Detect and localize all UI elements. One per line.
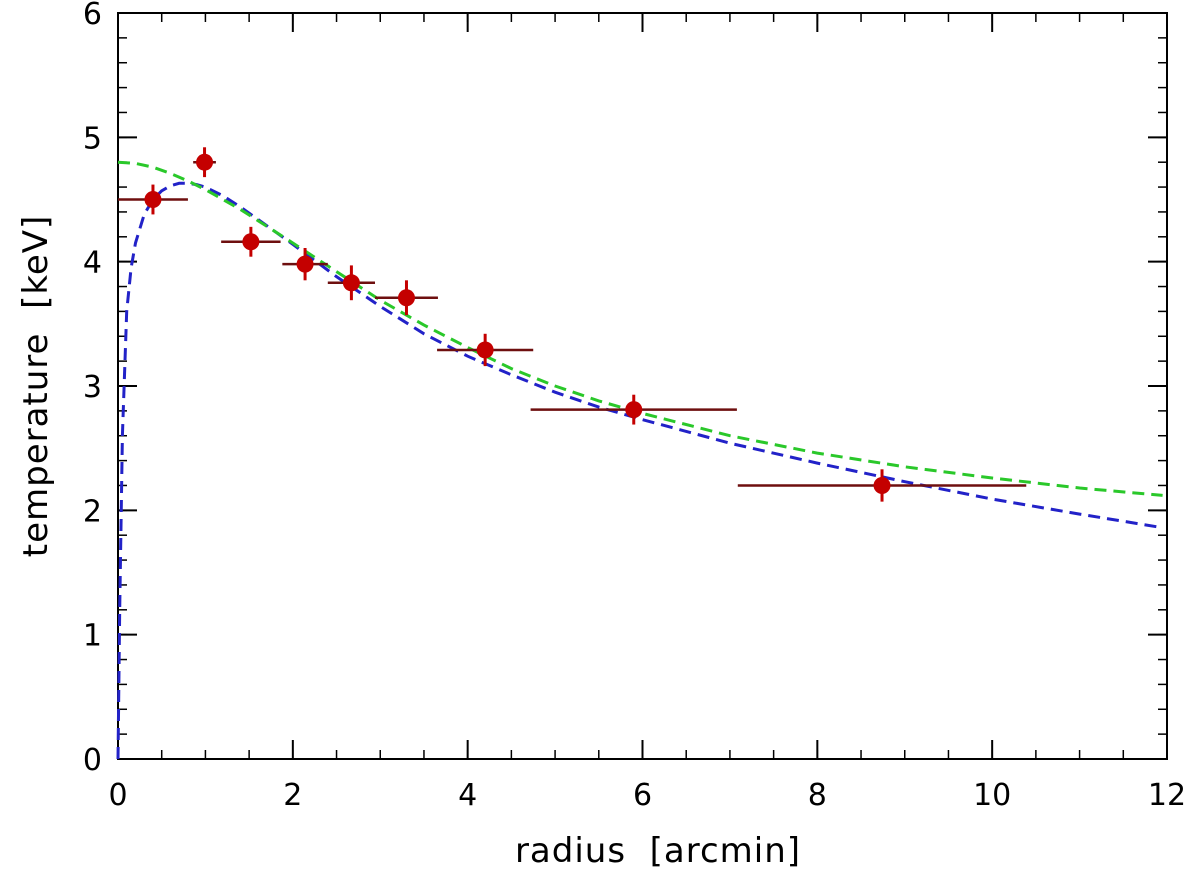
data-point	[144, 191, 162, 208]
model-curve-2	[117, 160, 1163, 497]
x-tick-label: 10	[973, 778, 1011, 813]
y-tick-label: 5	[83, 121, 102, 156]
minor-ticks	[117, 12, 1168, 760]
data-point	[296, 255, 314, 273]
x-tick-labels: 0 2 4 6 8 10 12	[108, 778, 1186, 813]
y-tick-label: 1	[83, 619, 102, 654]
y-tick-label: 4	[83, 246, 102, 281]
x-tick-label: 8	[808, 778, 827, 813]
x-tick-label: 0	[108, 778, 127, 813]
y-tick-label: 2	[83, 494, 102, 529]
y-tick-label: 0	[83, 743, 102, 778]
x-tick-label: 6	[633, 778, 652, 813]
x-tick-label: 4	[458, 778, 477, 813]
major-ticks	[117, 12, 1168, 760]
data-point	[196, 153, 214, 171]
x-tick-label: 2	[283, 778, 302, 813]
y-axis-label: temperature [keV]	[16, 215, 56, 558]
data-point	[873, 476, 891, 494]
y-tick-label: 3	[83, 370, 102, 405]
x-tick-label: 12	[1148, 778, 1186, 813]
y-tick-labels: 0 1 2 3 4 5 6	[83, 0, 102, 778]
x-axis-label: radius [arcmin]	[515, 831, 801, 871]
data-points	[144, 153, 891, 494]
error-bars	[118, 147, 1027, 502]
model-curve-1	[116, 181, 1163, 760]
data-point	[242, 233, 260, 251]
data-point	[342, 274, 360, 292]
data-point	[476, 341, 494, 359]
model-curves	[116, 160, 1163, 760]
y-tick-label: 6	[83, 0, 102, 32]
data-point	[397, 289, 415, 307]
data-point	[625, 401, 643, 419]
plot-frame	[117, 12, 1168, 760]
